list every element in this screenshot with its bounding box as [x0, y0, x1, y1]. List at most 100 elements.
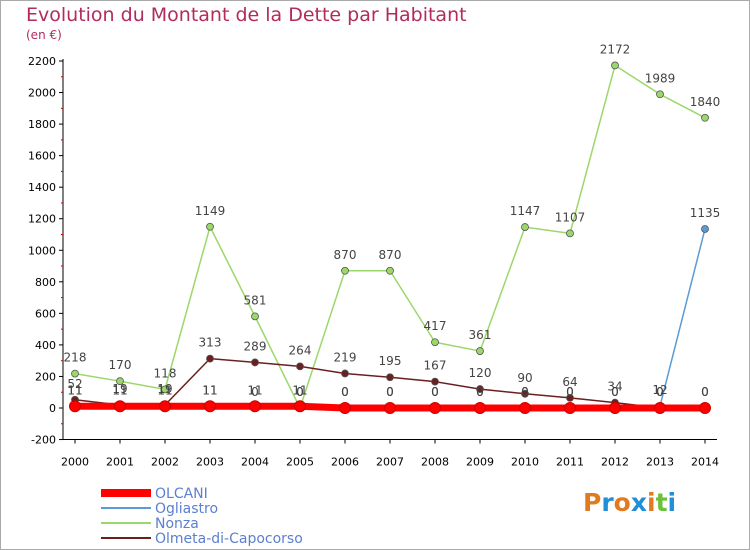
value-label: 0 — [701, 385, 709, 399]
x-tick-label: 2002 — [151, 456, 179, 469]
data-point — [476, 347, 484, 355]
value-label: 0 — [296, 385, 304, 399]
data-point — [251, 312, 259, 321]
data-point — [116, 377, 124, 386]
value-label: 0 — [431, 385, 439, 399]
value-label: 1135 — [690, 206, 721, 220]
value-label: 0 — [521, 385, 529, 399]
y-tick-label: -200 — [31, 434, 56, 447]
data-point — [474, 402, 486, 414]
value-label: 11 — [67, 383, 82, 397]
x-tick-label: 2010 — [511, 456, 539, 469]
data-point — [341, 266, 349, 275]
value-label: 11 — [112, 383, 127, 397]
value-label: 264 — [289, 343, 312, 357]
x-tick-label: 2001 — [106, 456, 134, 469]
y-tick-label: 400 — [35, 339, 56, 352]
value-label: 0 — [296, 385, 304, 399]
chart-subtitle: (en €) — [26, 28, 62, 42]
y-tick-label: 1600 — [28, 150, 56, 163]
value-label: 1989 — [645, 71, 676, 85]
y-tick-label: 600 — [35, 307, 56, 320]
y-tick-label: 1000 — [28, 244, 56, 257]
value-label: 167 — [424, 359, 447, 373]
data-point — [294, 400, 306, 413]
data-point — [609, 402, 621, 414]
value-label: 12 — [652, 383, 667, 397]
value-label: 289 — [244, 339, 267, 353]
x-tick-label: 2004 — [241, 456, 269, 469]
y-tick-label: 1800 — [28, 118, 56, 131]
x-tick-label: 2012 — [601, 456, 629, 469]
value-label: 11 — [202, 383, 217, 397]
data-point — [431, 377, 439, 386]
data-point — [249, 400, 261, 413]
data-point — [161, 385, 169, 394]
data-point — [701, 113, 709, 122]
data-point — [431, 338, 439, 347]
x-tick-label: 2000 — [61, 456, 89, 469]
y-tick-label: 1400 — [28, 181, 56, 194]
data-point — [699, 402, 711, 414]
value-label: 11 — [247, 383, 262, 397]
value-label: 11 — [292, 383, 307, 397]
value-label: 1149 — [195, 204, 226, 218]
logo-letter: i — [647, 488, 656, 517]
y-tick-label: 0 — [49, 402, 56, 415]
value-label: 11 — [202, 383, 217, 397]
data-point — [384, 402, 396, 414]
value-label: 218 — [64, 351, 87, 365]
data-point — [656, 90, 664, 99]
y-tick-label: 2000 — [28, 87, 56, 100]
value-label: 0 — [656, 385, 664, 399]
data-point — [114, 400, 126, 413]
data-point — [296, 362, 304, 371]
x-tick-label: 2007 — [376, 456, 404, 469]
value-label: 0 — [341, 385, 349, 399]
value-label: 0 — [611, 385, 619, 399]
value-label: 19 — [112, 382, 127, 396]
x-tick-label: 2003 — [196, 456, 224, 469]
y-tick-label: 800 — [35, 276, 56, 289]
logo-letter: i — [667, 488, 677, 517]
value-label: 361 — [469, 328, 492, 342]
logo-letter: t — [655, 488, 668, 517]
value-label: 313 — [199, 336, 222, 350]
data-point — [566, 229, 574, 238]
x-tick-label: 2014 — [691, 456, 719, 469]
value-label: 90 — [517, 371, 532, 385]
value-label: 11 — [67, 383, 82, 397]
value-label: 120 — [469, 366, 492, 380]
data-point — [429, 402, 441, 414]
y-tick-label: 2200 — [28, 55, 56, 68]
x-tick-label: 2013 — [646, 456, 674, 469]
value-label: 0 — [656, 385, 664, 399]
data-point — [251, 358, 259, 367]
data-point — [206, 354, 214, 363]
data-point — [339, 402, 351, 414]
value-label: 11 — [112, 383, 127, 397]
y-tick-label: 1200 — [28, 213, 56, 226]
legend-label: Olmeta-di-Capocorso — [155, 531, 303, 547]
value-label: 0 — [521, 385, 529, 399]
value-label: 64 — [562, 375, 577, 389]
value-labels: 11 11 11 11 11 11 0 0 0 0 0 0 0 0 011 11 11 11 0 0 0 0 0 0 0 0 0 12… — [64, 42, 721, 399]
logo-letter: x — [630, 488, 647, 517]
value-label: 170 — [109, 358, 132, 372]
value-label: 0 — [341, 385, 349, 399]
value-label: 0 — [566, 385, 574, 399]
data-point — [519, 402, 531, 414]
x-tick-label: 2009 — [466, 456, 494, 469]
value-label: 11 — [157, 383, 172, 397]
logo-letter: o — [613, 488, 631, 517]
value-label: 0 — [701, 385, 709, 399]
data-point — [341, 369, 349, 378]
data-point — [654, 402, 666, 414]
data-point — [69, 400, 81, 413]
data-point — [206, 222, 214, 231]
value-label: 118 — [154, 366, 177, 380]
value-label: 34 — [607, 380, 622, 394]
value-label: 0 — [386, 385, 394, 399]
